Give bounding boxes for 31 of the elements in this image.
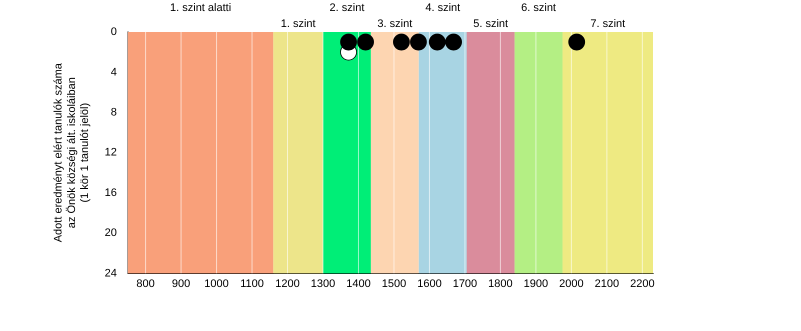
y-tick-label: 24: [104, 267, 117, 280]
band-label: 1. szint: [280, 18, 316, 30]
x-tick-label: 1700: [452, 278, 478, 290]
band-label: 3. szint: [377, 18, 412, 30]
x-tick-label: 2200: [630, 278, 655, 290]
x-tick-label: 1800: [488, 278, 513, 290]
x-tick-label: 900: [172, 278, 190, 290]
y-tick-label: 0: [110, 26, 117, 38]
x-tick-label: 1400: [346, 278, 371, 290]
x-tick-label: 1900: [524, 278, 548, 290]
band-label: 7. szint: [590, 18, 626, 30]
y-tick-label: 12: [104, 146, 117, 159]
y-axis-title: Adott eredményt elért tanulók száma az Önök községi ált. iskoláiban (1 kör 1 tanulót jelöl): [52, 62, 92, 242]
band-label: 4. szint: [425, 2, 460, 14]
y-tick-label: 8: [110, 106, 117, 118]
x-tick-label: 1500: [382, 278, 406, 290]
x-tick-label: 800: [136, 278, 155, 290]
x-tick-label: 1300: [310, 278, 336, 290]
x-tick-label: 1100: [240, 278, 264, 290]
y-tick-label: 16: [104, 186, 117, 199]
x-tick-label: 2100: [594, 278, 620, 290]
y-tick-label: 4: [110, 66, 117, 78]
band-label: 6. szint: [521, 2, 556, 14]
x-tick-label: 1000: [204, 278, 229, 290]
y-tick-label: 20: [104, 227, 117, 240]
band-label: 5. szint: [473, 18, 508, 30]
band-label: 1. szint alatti: [170, 2, 232, 14]
band-label: 2. szint: [330, 2, 364, 14]
x-tick-label: 1600: [417, 278, 442, 290]
x-tick-label: 1200: [275, 278, 300, 290]
x-tick-label: 2000: [559, 278, 584, 290]
